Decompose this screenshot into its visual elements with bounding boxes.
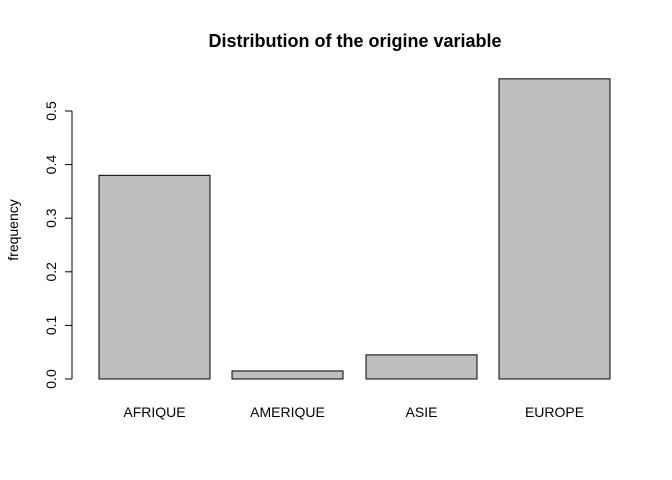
y-tick-label: 0.0	[43, 369, 59, 389]
x-tick-label-afrique: AFRIQUE	[123, 404, 185, 420]
bar-afrique	[98, 174, 211, 380]
y-tick-label: 0.2	[43, 262, 59, 282]
bars	[98, 78, 611, 380]
bar-asie	[365, 354, 478, 380]
y-tick-label: 0.1	[43, 315, 59, 335]
y-tick-label: 0.5	[43, 101, 59, 121]
x-tick-label-amerique: AMERIQUE	[250, 404, 325, 420]
y-axis: 0.0 0.1 0.2 0.3 0.4 0.5	[43, 101, 73, 389]
y-axis-label: frequency	[5, 199, 21, 260]
y-tick-label: 0.4	[43, 155, 59, 175]
bar-europe	[498, 78, 611, 380]
y-tick-label: 0.3	[43, 208, 59, 228]
x-axis-labels: AFRIQUE AMERIQUE ASIE EUROPE	[123, 404, 584, 420]
bar-amerique	[231, 370, 344, 380]
x-tick-label-europe: EUROPE	[525, 404, 584, 420]
chart-title: Distribution of the origine variable	[208, 31, 501, 51]
x-tick-label-asie: ASIE	[406, 404, 438, 420]
